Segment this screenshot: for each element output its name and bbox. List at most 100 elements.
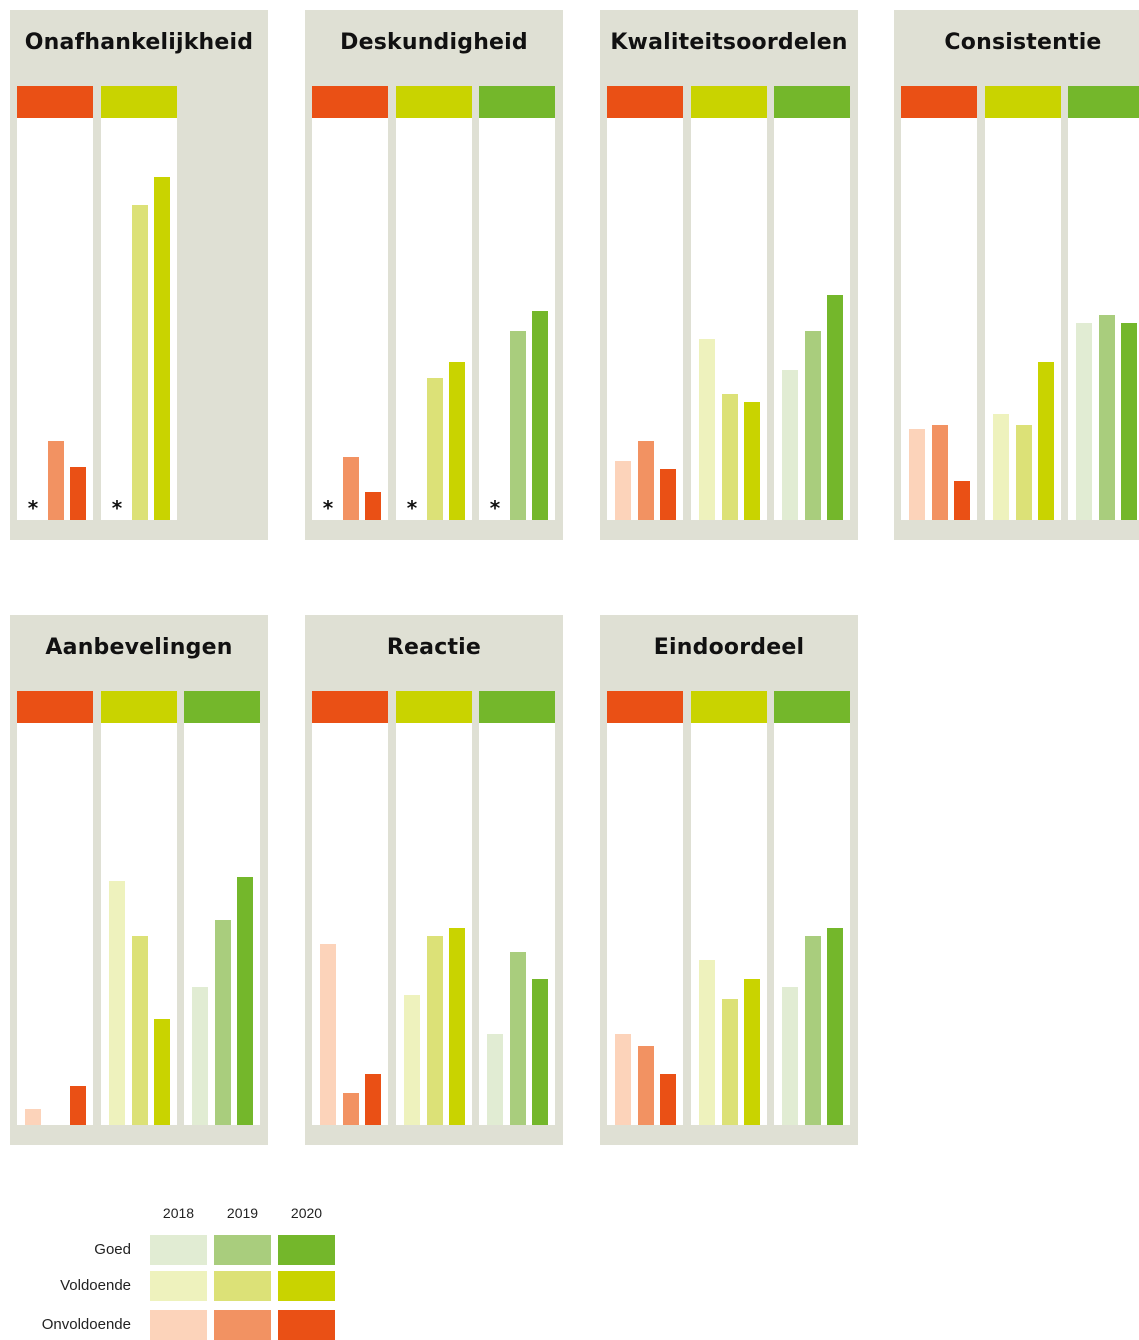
legend: 2018 2019 2020 Goed Voldoende Onvoldoende [0, 1200, 360, 1340]
category-header [691, 86, 767, 118]
category-column: * [396, 86, 472, 520]
bar [722, 394, 738, 520]
category-header [396, 86, 472, 118]
bar [48, 441, 64, 520]
legend-year-label: 2018 [162, 1205, 195, 1221]
panel-title: Reactie [386, 635, 482, 660]
category-column [691, 86, 767, 520]
bar [827, 295, 843, 520]
legend-swatch [278, 1235, 335, 1265]
bar [782, 370, 798, 520]
category-column [101, 691, 177, 1125]
bar [805, 331, 821, 520]
category-header [774, 691, 850, 723]
category-column: * [479, 86, 555, 520]
missing-marker: * [489, 496, 501, 520]
bar [532, 311, 548, 520]
chart-panel: Kwaliteitsoordelen [600, 10, 858, 540]
category-header [101, 691, 177, 723]
bar [909, 429, 925, 520]
bar [722, 999, 738, 1125]
legend-swatch [278, 1271, 335, 1301]
bar [638, 1046, 654, 1125]
bar [70, 1086, 86, 1125]
bar [660, 469, 676, 520]
bar [343, 457, 359, 520]
bar [365, 492, 381, 520]
category-column: * [101, 86, 177, 520]
category-header [774, 86, 850, 118]
category-column [985, 86, 1061, 520]
category-column [607, 691, 683, 1125]
missing-marker: * [406, 496, 418, 520]
category-header [396, 691, 472, 723]
category-header [985, 86, 1061, 118]
legend-swatch [150, 1235, 207, 1265]
panel-title: Kwaliteitsoordelen [610, 30, 848, 55]
bar [660, 1074, 676, 1125]
category-header [479, 86, 555, 118]
bar [427, 936, 443, 1125]
panel-title: Deskundigheid [340, 30, 528, 55]
legend-swatch [214, 1271, 271, 1301]
legend-swatch [214, 1235, 271, 1265]
bar [427, 378, 443, 520]
bar [993, 414, 1009, 520]
bar [192, 987, 208, 1125]
category-column [396, 691, 472, 1125]
missing-marker: * [27, 496, 39, 520]
category-column [312, 691, 388, 1125]
bar [1121, 323, 1137, 520]
legend-row-label: Onvoldoende [41, 1316, 131, 1333]
bar [449, 928, 465, 1125]
category-column [184, 691, 260, 1125]
category-header [101, 86, 177, 118]
category-column [479, 691, 555, 1125]
category-column [607, 86, 683, 520]
legend-row-label: Voldoende [60, 1277, 131, 1294]
chart-panel: Onafhankelijkheid * * [10, 10, 268, 540]
category-header [607, 691, 683, 723]
category-column [901, 86, 977, 520]
legend-swatch [214, 1310, 271, 1340]
category-header [312, 691, 388, 723]
bar [487, 1034, 503, 1125]
bar [1016, 425, 1032, 520]
category-header [691, 691, 767, 723]
bar [744, 402, 760, 520]
bar [449, 362, 465, 520]
chart-panel: Consistentie [894, 10, 1139, 540]
panel-title: Aanbevelingen [45, 635, 233, 660]
bar [237, 877, 253, 1125]
bar [615, 1034, 631, 1125]
category-header [17, 86, 93, 118]
bar [782, 987, 798, 1125]
bar [109, 881, 125, 1125]
bar [699, 960, 715, 1125]
category-header [901, 86, 977, 118]
category-column: * [312, 86, 388, 520]
chart-panel: Eindoordeel [600, 615, 858, 1145]
category-column [774, 691, 850, 1125]
bar [154, 1019, 170, 1125]
bar [638, 441, 654, 520]
category-header [1068, 86, 1139, 118]
category-header [479, 691, 555, 723]
category-column [774, 86, 850, 520]
bar [954, 481, 970, 520]
missing-marker: * [111, 496, 123, 520]
bar [25, 1109, 41, 1125]
bar [154, 177, 170, 520]
bar [699, 339, 715, 520]
bar [215, 920, 231, 1125]
chart-panel: Reactie [305, 615, 563, 1145]
chart-panel: Deskundigheid * * * [305, 10, 563, 540]
category-column: * [17, 86, 93, 520]
category-column [17, 691, 93, 1125]
category-header [17, 691, 93, 723]
bar [404, 995, 420, 1125]
bar [1099, 315, 1115, 520]
bar [510, 331, 526, 520]
bar [1076, 323, 1092, 520]
bar [365, 1074, 381, 1125]
